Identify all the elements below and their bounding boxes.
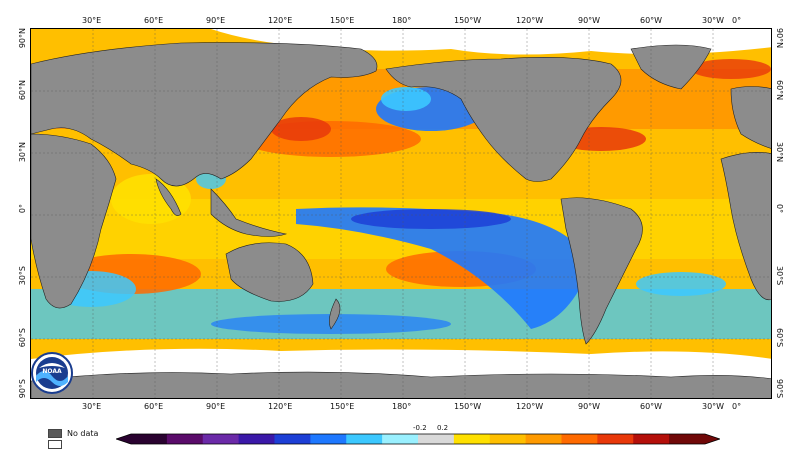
map-canvas xyxy=(31,29,771,398)
lat-tick-right-5: 60°S xyxy=(775,328,784,348)
no-data-label: No data xyxy=(67,429,99,438)
lon-tick-top-9: 60°W xyxy=(640,16,663,25)
land-north-america xyxy=(385,57,622,182)
lon-tick-top-5: 180° xyxy=(392,16,412,25)
anomaly-map xyxy=(30,28,772,399)
lon-tick-top-0: 30°E xyxy=(82,16,102,25)
lat-tick-left-3: 0° xyxy=(18,204,27,214)
lat-tick-left-0: 90°N xyxy=(18,28,27,49)
lat-tick-left-2: 30°N xyxy=(18,142,27,163)
land-africa-east xyxy=(720,152,771,301)
noaa-logo: NOAA xyxy=(31,352,73,394)
lon-tick-top-11: 0° xyxy=(732,16,742,25)
lon-tick-top-4: 150°E xyxy=(330,16,355,25)
lon-tick-bottom-4: 150°E xyxy=(330,402,355,411)
cool-south-atlantic xyxy=(636,272,726,296)
colorbar-segment-13 xyxy=(597,434,634,444)
lat-tick-right-3: 0° xyxy=(775,204,784,214)
land-australia xyxy=(225,242,314,302)
lon-tick-bottom-3: 120°E xyxy=(268,402,293,411)
lat-tick-left-1: 60°N xyxy=(18,80,27,101)
colorbar-max-arrow xyxy=(705,434,720,444)
lon-tick-bottom-6: 150°W xyxy=(454,402,482,411)
lon-tick-bottom-10: 30°W xyxy=(702,402,725,411)
colorbar-segment-15 xyxy=(669,434,706,444)
land-eurasia xyxy=(31,42,378,187)
cool-equatorial-pacific xyxy=(296,207,591,329)
lon-tick-bottom-11: 0° xyxy=(732,402,742,411)
lat-tick-right-4: 30°S xyxy=(775,266,784,286)
lat-tick-right-1: 60°N xyxy=(775,80,784,101)
colorbar-segment-5 xyxy=(310,434,347,444)
cool-la-nina-tongue xyxy=(351,209,511,229)
colorbar-min-arrow xyxy=(116,434,131,444)
lon-tick-top-10: 30°W xyxy=(702,16,725,25)
noaa-logo-text: NOAA xyxy=(42,368,62,375)
warm-barents xyxy=(691,59,771,79)
colorbar-segment-10 xyxy=(489,434,527,444)
colorbar-segment-0 xyxy=(131,434,168,444)
lat-tick-right-2: 30°N xyxy=(775,142,784,163)
lon-tick-bottom-7: 120°W xyxy=(516,402,544,411)
colorbar xyxy=(116,433,720,445)
colorbar-segment-1 xyxy=(166,434,204,444)
colorbar-segment-11 xyxy=(525,434,562,444)
warm-indian-equator xyxy=(111,174,191,224)
colorbar-segment-4 xyxy=(274,434,311,444)
colorbar-segment-14 xyxy=(633,434,670,444)
gridlines xyxy=(31,29,771,398)
cool-bering xyxy=(381,87,431,111)
lon-tick-top-7: 120°W xyxy=(516,16,544,25)
lon-tick-bottom-2: 90°E xyxy=(206,402,226,411)
colorbar-segment-8 xyxy=(418,434,455,444)
colorbar-label-pos: 0.2 xyxy=(437,424,449,432)
lat-tick-left-5: 60°S xyxy=(18,328,27,348)
lat-tick-right-6: 90°S xyxy=(775,379,784,399)
lon-tick-top-6: 150°W xyxy=(454,16,482,25)
lat-tick-right-0: 90°N xyxy=(775,28,784,49)
colorbar-segment-7 xyxy=(382,434,419,444)
land-europe-east xyxy=(730,86,771,149)
colorbar-segment-2 xyxy=(202,434,240,444)
lat-tick-left-6: 90°S xyxy=(18,379,27,399)
lon-tick-top-2: 90°E xyxy=(206,16,226,25)
warm-kuroshio xyxy=(271,117,331,141)
lon-tick-bottom-1: 60°E xyxy=(144,402,164,411)
colorbar-segment-6 xyxy=(346,434,383,444)
lon-tick-bottom-0: 30°E xyxy=(82,402,102,411)
lon-tick-top-3: 120°E xyxy=(268,16,293,25)
colorbar-segment-3 xyxy=(238,434,275,444)
lon-tick-top-1: 60°E xyxy=(144,16,164,25)
lon-tick-bottom-5: 180° xyxy=(392,402,412,411)
colorbar-segment-12 xyxy=(561,434,598,444)
colorbar-frame xyxy=(116,433,720,445)
land-antarctica xyxy=(31,371,771,398)
land-south-america xyxy=(560,197,643,345)
land-greenland xyxy=(630,44,712,90)
colorbar-segment-9 xyxy=(453,434,491,444)
lon-tick-bottom-9: 60°W xyxy=(640,402,663,411)
lon-tick-top-8: 90°W xyxy=(578,16,601,25)
colorbar-label-neg: -0.2 xyxy=(413,424,427,432)
lat-tick-left-4: 30°S xyxy=(18,266,27,286)
no-data-swatch xyxy=(48,429,62,438)
lon-tick-bottom-8: 90°W xyxy=(578,402,601,411)
land-new-zealand xyxy=(329,298,341,330)
land-indonesia xyxy=(210,188,288,237)
land-africa xyxy=(31,133,117,309)
